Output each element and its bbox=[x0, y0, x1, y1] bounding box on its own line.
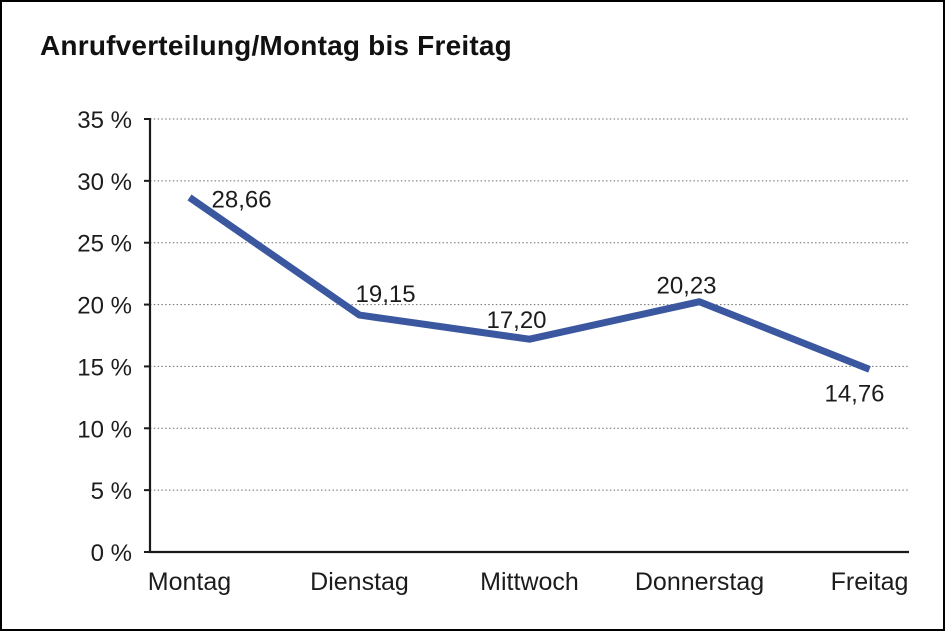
y-axis-label: 25 % bbox=[77, 231, 132, 258]
y-axis-label: 30 % bbox=[77, 169, 132, 196]
y-axis-label: 35 % bbox=[77, 107, 132, 134]
y-axis-label: 5 % bbox=[91, 478, 132, 505]
data-point-label: 19,15 bbox=[356, 281, 416, 308]
y-axis-label: 15 % bbox=[77, 354, 132, 381]
x-axis-label: Donnerstag bbox=[635, 568, 764, 596]
data-point-label: 14,76 bbox=[824, 380, 884, 407]
y-axis-label: 0 % bbox=[91, 540, 132, 567]
y-axis-label: 10 % bbox=[77, 416, 132, 443]
data-line bbox=[187, 194, 871, 373]
x-axis-label: Dienstag bbox=[310, 568, 409, 596]
x-axis-label: Montag bbox=[148, 568, 231, 596]
y-axis-label: 20 % bbox=[77, 293, 132, 320]
data-point-label: 17,20 bbox=[486, 307, 546, 334]
data-point-label: 20,23 bbox=[656, 273, 716, 300]
data-point-label: 28,66 bbox=[212, 186, 272, 213]
x-axis-label: Freitag bbox=[831, 568, 909, 596]
x-axis-label: Mittwoch bbox=[480, 568, 579, 596]
chart-title: Anrufverteilung/Montag bis Freitag bbox=[40, 30, 512, 61]
